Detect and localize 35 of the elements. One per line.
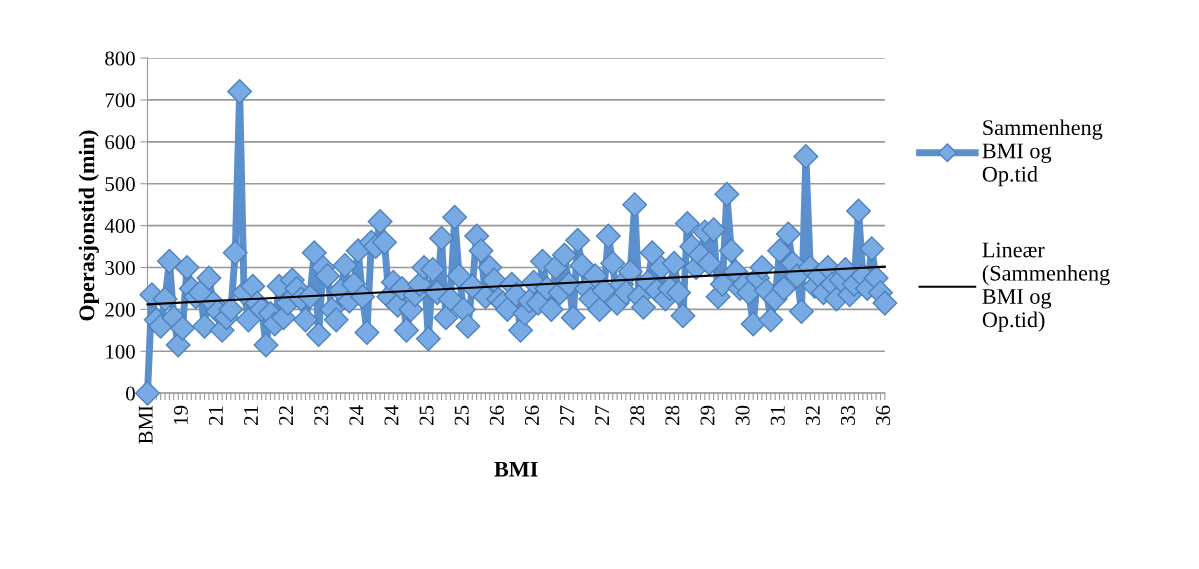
x-tick-label: 21 xyxy=(244,406,258,425)
x-tick-label: 26 xyxy=(524,405,539,425)
y-tick-label: 200 xyxy=(105,302,135,317)
y-tick-label: 100 xyxy=(106,344,135,359)
x-tick-label: 25 xyxy=(419,405,434,425)
legend-label: Sammenheng BMI og Op.tid xyxy=(982,119,1103,187)
x-tick-label: BMI xyxy=(138,405,153,444)
x-tick-label: 30 xyxy=(735,405,750,425)
x-tick-label: 26 xyxy=(489,405,504,425)
x-axis-title: BMI xyxy=(494,461,538,477)
x-tick-label: 33 xyxy=(840,405,855,425)
y-axis-title: Operasjonstid (min) xyxy=(78,130,99,321)
y-tick-label: 0 xyxy=(126,386,135,401)
x-tick-label: 32 xyxy=(805,406,820,425)
x-tick-label: 27 xyxy=(595,405,609,425)
legend-label: Lineær (Sammenheng BMI og Op.tid) xyxy=(982,242,1110,332)
x-tick-label: 19 xyxy=(173,405,188,424)
y-tick-label: 700 xyxy=(105,93,135,108)
y-tick-label: 800 xyxy=(105,51,135,66)
y-tick-label: 400 xyxy=(104,218,135,234)
x-tick-label: 22 xyxy=(279,406,293,425)
x-tick-label: 31 xyxy=(770,406,785,425)
y-tick-label: 600 xyxy=(105,135,135,150)
y-tick-label: 500 xyxy=(105,177,135,192)
x-tick-label: 36 xyxy=(876,405,891,425)
x-tick-label: 27 xyxy=(560,405,574,425)
x-tick-label: 28 xyxy=(665,405,680,425)
x-tick-label: 24 xyxy=(349,405,364,425)
x-tick-label: 24 xyxy=(384,405,399,425)
x-tick-label: 28 xyxy=(630,405,645,425)
x-tick-label: 29 xyxy=(700,405,715,425)
x-tick-label: 25 xyxy=(454,405,469,425)
x-tick-label: 23 xyxy=(314,405,329,425)
y-tick-label: 300 xyxy=(105,260,135,275)
x-tick-label: 21 xyxy=(208,406,223,425)
